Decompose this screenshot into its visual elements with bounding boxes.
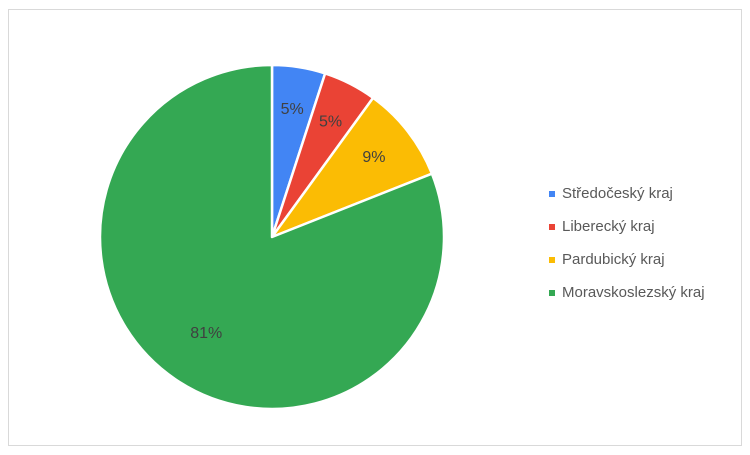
- legend-item-stredocesky: Středočeský kraj: [549, 182, 749, 205]
- legend-swatch-icon: [549, 190, 555, 197]
- data-label-liberecky: 5%: [319, 113, 342, 130]
- data-label-moravskoslezsky: 81%: [190, 325, 222, 342]
- pie-slices: [98, 63, 446, 411]
- legend-swatch-icon: [549, 256, 555, 263]
- pie-slice-pardubicky: [270, 96, 434, 239]
- pie-slice-moravskoslezsky: [98, 63, 446, 411]
- legend-swatch-icon: [549, 289, 555, 296]
- legend-label: Liberecký kraj: [562, 218, 655, 235]
- legend-item-liberecky: Liberecký kraj: [549, 215, 749, 238]
- pie-data-labels: 5% 5% 9% 81%: [190, 101, 385, 342]
- data-label-pardubicky: 9%: [362, 149, 385, 166]
- legend-label: Pardubický kraj: [562, 251, 665, 268]
- legend-label: Středočeský kraj: [562, 185, 673, 202]
- legend-swatch-icon: [549, 223, 555, 230]
- legend-label: Moravskoslezský kraj: [562, 284, 705, 301]
- legend-item-moravskoslezsky: Moravskoslezský kraj: [549, 281, 749, 304]
- pie-chart: 5% 5% 9% 81%: [98, 63, 446, 411]
- chart-area: 5% 5% 9% 81% Středočeský kraj Liberecký kra…: [8, 9, 742, 446]
- data-label-stredocesky: 5%: [281, 101, 304, 118]
- chart-legend: Středočeský kraj Liberecký kraj Pardubic…: [549, 182, 749, 314]
- legend-item-pardubicky: Pardubický kraj: [549, 248, 749, 271]
